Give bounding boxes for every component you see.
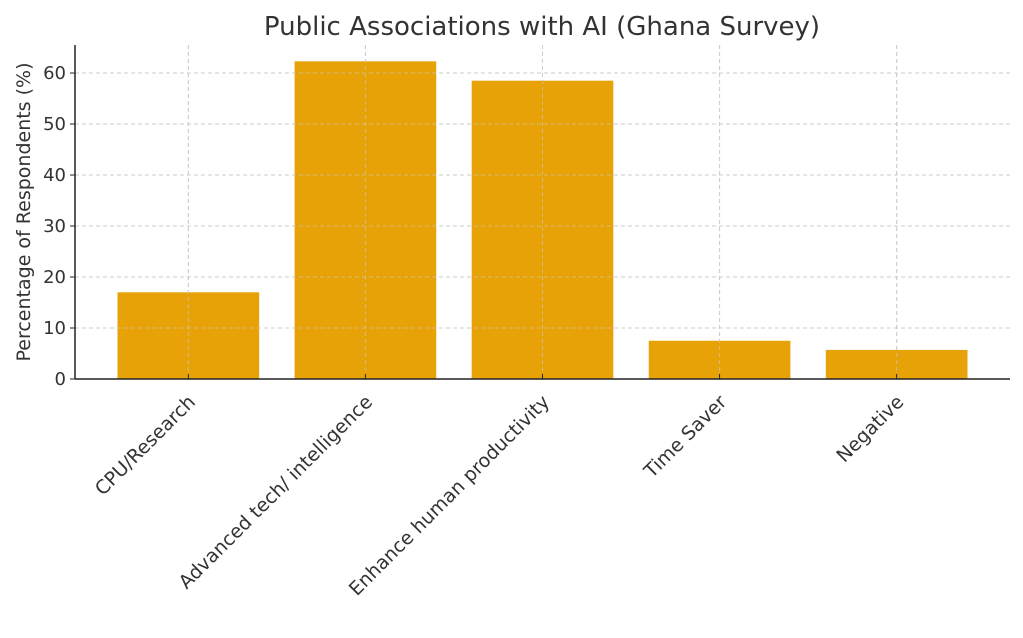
y-axis-label: Percentage of Respondents (%): [13, 63, 35, 362]
x-tick-label: Advanced tech/ intelligence: [175, 391, 377, 593]
y-tick-label: 50: [43, 114, 66, 135]
y-tick-label: 30: [43, 216, 66, 237]
y-tick-label: 10: [43, 318, 66, 339]
y-tick-label: 0: [55, 369, 66, 390]
y-tick-label: 20: [43, 267, 66, 288]
y-tick-label: 60: [43, 63, 66, 84]
y-tick-label: 40: [43, 165, 66, 186]
x-tick-label: Negative: [832, 391, 908, 467]
x-tick-label: Time Saver: [639, 391, 731, 483]
chart-title: Public Associations with AI (Ghana Surve…: [264, 12, 820, 42]
x-tick-label: Enhance human productivity: [345, 391, 554, 600]
x-tick-label: CPU/Research: [91, 391, 200, 500]
